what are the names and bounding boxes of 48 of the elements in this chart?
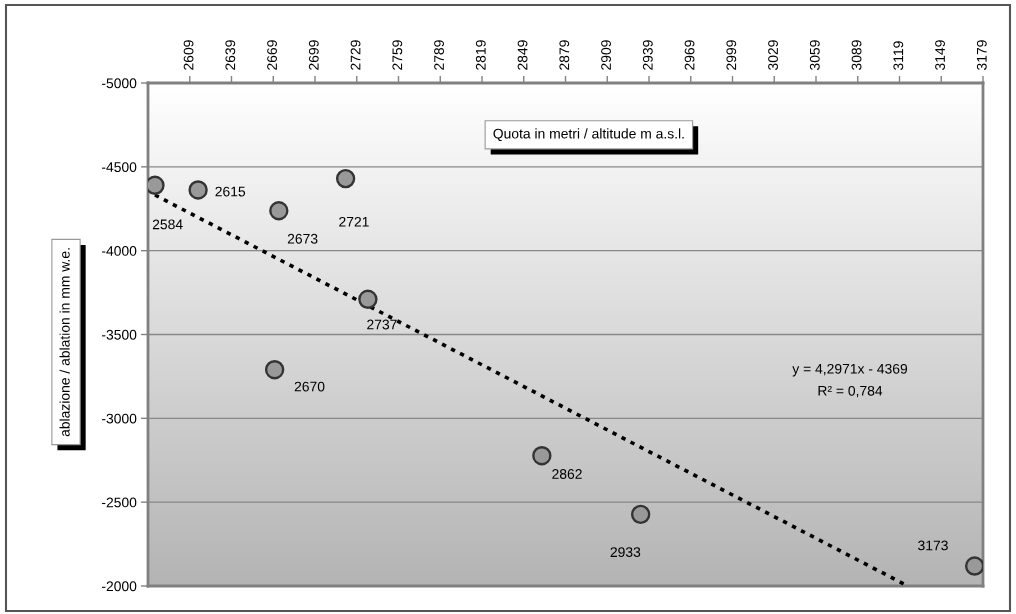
point <box>358 289 378 309</box>
x-tick-label: 2939 <box>642 40 653 70</box>
x-tick-label: 2849 <box>517 40 528 70</box>
point <box>630 504 651 525</box>
x-tick-label: 2819 <box>475 40 486 70</box>
x-tick-label: 2639 <box>225 40 236 70</box>
annotation: y = 4,2971x - 4369 <box>792 363 908 377</box>
x-tick-label: 3149 <box>935 40 945 70</box>
annotation: R² = 0,784 <box>818 385 883 398</box>
x-tick-label: 2789 <box>434 40 444 70</box>
x-tick-label: 2909 <box>601 40 611 70</box>
x-tick-label: 3089 <box>851 40 862 70</box>
annotation: 2933 <box>610 547 641 558</box>
y-tick-label: -4000 <box>101 246 137 256</box>
x-tick-label: 2729 <box>350 40 361 70</box>
x-tick-label: 2609 <box>183 40 194 70</box>
point <box>269 201 289 221</box>
x-axis-title: Quota in metri / altitude m a.s.l. <box>493 128 684 142</box>
x-tick-label: 2879 <box>559 40 570 70</box>
x-tick-label: 2669 <box>267 40 277 70</box>
x-tick-label: 3059 <box>809 40 820 70</box>
x-tick-label: 3029 <box>768 40 778 70</box>
y-tick-label: -3000 <box>101 413 137 424</box>
y-tick-label: -2000 <box>101 581 137 592</box>
x-tick-label: 2999 <box>726 40 737 70</box>
point <box>264 360 285 380</box>
annotation: 2584 <box>152 219 183 230</box>
x-tick-label: 2969 <box>684 40 695 70</box>
point <box>188 180 208 200</box>
y-tick-label: -3500 <box>101 329 137 340</box>
x-tick-label: 3179 <box>976 40 987 70</box>
x-tick-label: 3119 <box>893 41 904 70</box>
y-tick-label: -2500 <box>101 497 137 508</box>
annotation: 2862 <box>552 469 582 479</box>
x-tick-label: 2759 <box>392 40 403 70</box>
y-tick-label: -5000 <box>101 78 137 89</box>
y-axis-title: ablazione / ablation in mm w.e. <box>59 248 70 437</box>
annotation: 3173 <box>918 540 948 551</box>
annotation: 2615 <box>215 186 246 197</box>
y-tick-label: -4500 <box>101 162 137 172</box>
annotation: 2670 <box>294 381 325 392</box>
x-tick-label: 2699 <box>308 40 319 70</box>
point <box>335 168 356 189</box>
annotation: 2673 <box>287 233 318 244</box>
annotation: 2721 <box>339 216 369 227</box>
point <box>964 556 983 576</box>
point <box>532 446 552 466</box>
annotation: 2737 <box>367 319 397 330</box>
